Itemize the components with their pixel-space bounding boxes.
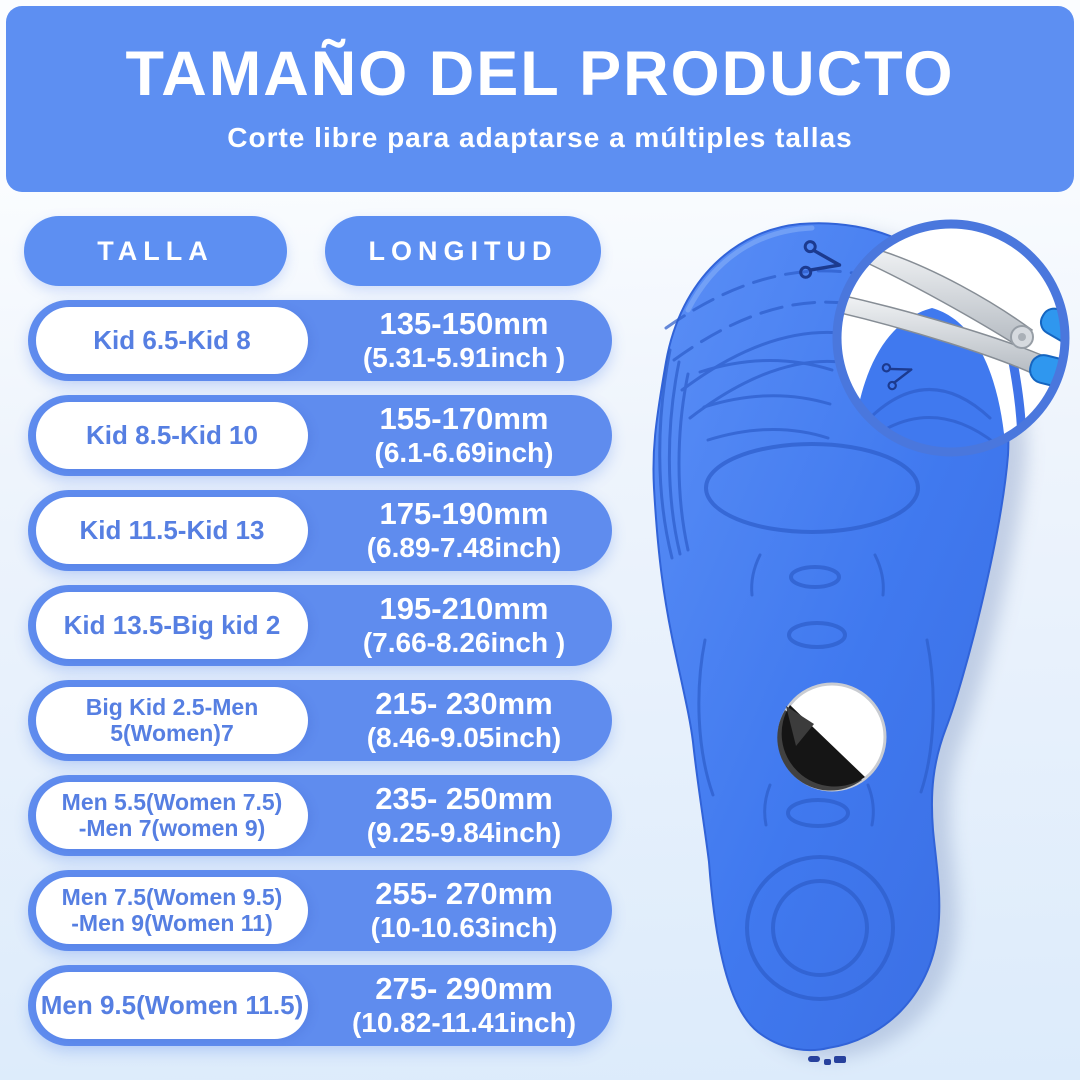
insole-hole: [777, 682, 887, 792]
length-inch: (7.66-8.26inch ): [362, 627, 566, 659]
size-cell: Big Kid 2.5-Men 5(Women)7: [36, 687, 308, 754]
length-mm: 175-190mm: [379, 496, 549, 532]
size-table: Kid 6.5-Kid 8 135-150mm (5.31-5.91inch )…: [28, 300, 612, 1060]
column-header-longitud: LONGITUD: [325, 216, 601, 286]
size-cell: Kid 8.5-Kid 10: [36, 402, 308, 469]
insole-highlight: [685, 225, 815, 313]
length-inch: (8.46-9.05inch): [366, 722, 562, 754]
length-cell: 275- 290mm (10.82-11.41inch): [328, 965, 600, 1046]
length-mm: 155-170mm: [379, 401, 549, 437]
size-label: 5(Women)7: [110, 719, 234, 746]
size-cell: Kid 11.5-Kid 13: [36, 497, 308, 564]
table-row: Kid 13.5-Big kid 2 195-210mm (7.66-8.26i…: [28, 585, 612, 666]
size-cell: Men 9.5(Women 11.5): [36, 972, 308, 1039]
table-row: Kid 11.5-Kid 13 175-190mm (6.89-7.48inch…: [28, 490, 612, 571]
table-row: Kid 6.5-Kid 8 135-150mm (5.31-5.91inch ): [28, 300, 612, 381]
length-inch: (5.31-5.91inch ): [362, 342, 566, 374]
length-cell: 255- 270mm (10-10.63inch): [328, 870, 600, 951]
length-mm: 275- 290mm: [375, 971, 553, 1007]
length-cell: 175-190mm (6.89-7.48inch): [328, 490, 600, 571]
size-label: Men 7.5(Women 9.5): [61, 883, 283, 910]
table-row: Big Kid 2.5-Men 5(Women)7 215- 230mm (8.…: [28, 680, 612, 761]
zoom-circle: [832, 219, 1070, 457]
insole-trim-lines: [658, 269, 935, 1001]
table-row: Men 5.5(Women 7.5) -Men 7(women 9) 235- …: [28, 775, 612, 856]
size-label: Big Kid 2.5-Men: [85, 693, 259, 720]
page-title: TAMAÑO DEL PRODUCTO: [125, 39, 955, 109]
length-inch: (10.82-11.41inch): [351, 1007, 577, 1039]
table-row: Kid 8.5-Kid 10 155-170mm (6.1-6.69inch): [28, 395, 612, 476]
size-label: Men 5.5(Women 7.5): [61, 788, 283, 815]
size-label: Kid 6.5-Kid 8: [93, 324, 251, 355]
length-mm: 235- 250mm: [375, 781, 553, 817]
length-mm: 255- 270mm: [375, 876, 553, 912]
header-banner: TAMAÑO DEL PRODUCTO Corte libre para ada…: [6, 6, 1074, 192]
length-inch: (6.1-6.69inch): [374, 437, 554, 469]
table-row: Men 7.5(Women 9.5) -Men 9(Women 11) 255-…: [28, 870, 612, 951]
size-label: -Men 9(Women 11): [71, 909, 273, 936]
length-cell: 155-170mm (6.1-6.69inch): [328, 395, 600, 476]
size-cell: Men 5.5(Women 7.5) -Men 7(women 9): [36, 782, 308, 849]
length-cell: 215- 230mm (8.46-9.05inch): [328, 680, 600, 761]
size-cell: Kid 13.5-Big kid 2: [36, 592, 308, 659]
size-label: -Men 7(women 9): [78, 814, 266, 841]
size-label: Kid 13.5-Big kid 2: [63, 609, 281, 640]
size-cell: Men 7.5(Women 9.5) -Men 9(Women 11): [36, 877, 308, 944]
size-label: Kid 8.5-Kid 10: [86, 419, 258, 450]
length-mm: 135-150mm: [379, 306, 549, 342]
table-row: Men 9.5(Women 11.5) 275- 290mm (10.82-11…: [28, 965, 612, 1046]
length-cell: 235- 250mm (9.25-9.84inch): [328, 775, 600, 856]
length-inch: (9.25-9.84inch): [366, 817, 562, 849]
length-mm: 195-210mm: [379, 591, 549, 627]
page-subtitle: Corte libre para adaptarse a múltiples t…: [227, 122, 853, 153]
size-cell: Kid 6.5-Kid 8: [36, 307, 308, 374]
insole-illustration: [652, 219, 1070, 1065]
length-inch: (6.89-7.48inch): [366, 532, 562, 564]
length-inch: (10-10.63inch): [370, 912, 558, 944]
length-cell: 135-150mm (5.31-5.91inch ): [328, 300, 600, 381]
length-mm: 215- 230mm: [375, 686, 553, 722]
size-label: Kid 11.5-Kid 13: [79, 514, 265, 545]
length-cell: 195-210mm (7.66-8.26inch ): [328, 585, 600, 666]
column-header-talla: TALLA: [24, 216, 287, 286]
heel-marks: [808, 1056, 846, 1065]
size-label: Men 9.5(Women 11.5): [40, 989, 304, 1020]
scissors-upper-blade: [850, 243, 1033, 350]
zoom-circle-border: [832, 219, 1070, 457]
